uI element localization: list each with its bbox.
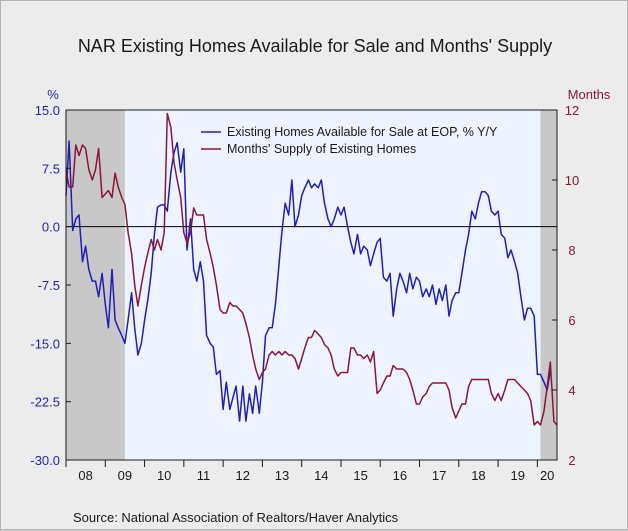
x-tick-label-9: 17	[432, 468, 446, 483]
plot-area	[65, 109, 558, 461]
right-tick-label-5: 2	[568, 453, 575, 468]
x-tick-label-11: 19	[510, 468, 524, 483]
right-tick-label-4: 4	[568, 383, 575, 398]
x-tick-label-12: 20	[540, 468, 554, 483]
x-tick-label-4: 12	[236, 468, 250, 483]
x-tick-label-7: 15	[353, 468, 367, 483]
x-tick-label-8: 16	[393, 468, 407, 483]
x-tick-label-10: 18	[471, 468, 485, 483]
left-tick-label-5: -22.5	[30, 395, 60, 410]
left-tick-label-3: -7.5	[38, 278, 60, 293]
series-line-0	[65, 140, 552, 422]
x-axis-ticks: 08 09 10 11 12 13 14 15 16 17 18 19 20	[65, 460, 554, 483]
left-tick-label-6: -30.0	[30, 453, 60, 468]
x-tick-label-1: 09	[118, 468, 132, 483]
right-axis-ticks: 12 10 8 6 4 2	[552, 103, 579, 468]
left-tick-label-2: 0.0	[42, 220, 60, 235]
series-lines	[65, 112, 558, 426]
chart-title: NAR Existing Homes Available for Sale an…	[78, 36, 552, 56]
left-axis-ticks: 15.0 7.5 0.0 -7.5 -15.0 -22.5 -30.0	[30, 103, 71, 468]
source-note: Source: National Association of Realtors…	[73, 510, 399, 525]
right-tick-label-2: 8	[568, 243, 575, 258]
x-tick-label-6: 14	[314, 468, 328, 483]
left-tick-label-0: 15.0	[35, 103, 60, 118]
x-tick-label-2: 10	[157, 468, 171, 483]
left-axis-unit: %	[47, 87, 59, 102]
right-axis-unit: Months	[568, 87, 611, 102]
right-tick-label-0: 12	[565, 103, 579, 118]
x-tick-label-3: 11	[197, 468, 211, 483]
recession-band-1	[540, 110, 557, 460]
legend-label-months-supply: Months' Supply of Existing Homes	[227, 142, 416, 156]
legend: Existing Homes Available for Sale at EOP…	[201, 125, 498, 156]
x-tick-label-5: 13	[275, 468, 289, 483]
series-line-1	[65, 112, 558, 426]
left-tick-label-4: -15.0	[30, 336, 60, 351]
right-tick-label-3: 6	[568, 313, 575, 328]
x-tick-label-0: 08	[78, 468, 92, 483]
right-tick-label-1: 10	[565, 173, 579, 188]
legend-label-inventory: Existing Homes Available for Sale at EOP…	[227, 125, 498, 139]
left-tick-label-1: 7.5	[42, 161, 60, 176]
